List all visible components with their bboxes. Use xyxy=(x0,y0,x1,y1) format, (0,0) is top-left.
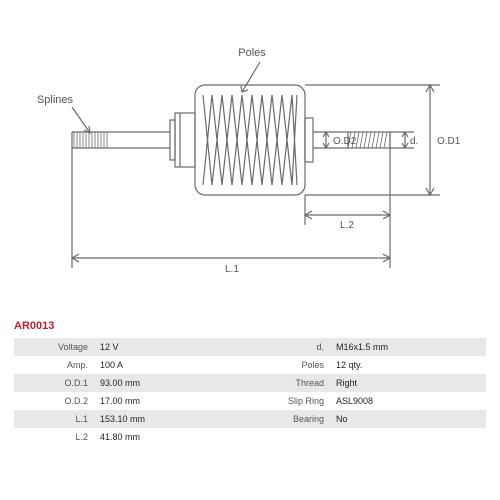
spec-row: L.241.80 mm xyxy=(14,428,486,446)
spec-row: Amp.100 APoles12 qty. xyxy=(14,356,486,374)
spec-label: O.D.2 xyxy=(14,392,94,410)
spec-label: d. xyxy=(250,338,330,356)
spec-label: L.2 xyxy=(14,428,94,446)
label-od2: O.D2 xyxy=(333,136,357,147)
spec-value: 17.00 mm xyxy=(94,392,250,410)
label-l2: L.2 xyxy=(340,220,354,231)
spec-value: 12 V xyxy=(94,338,250,356)
spec-value: Right xyxy=(330,374,486,392)
spec-row: O.D.193.00 mmThreadRight xyxy=(14,374,486,392)
spec-row: O.D.217.00 mmSlip RingASL9008 xyxy=(14,392,486,410)
spec-row: L.1153.10 mmBearingNo xyxy=(14,410,486,428)
spec-label: L.1 xyxy=(14,410,94,428)
label-splines: Splines xyxy=(37,94,74,106)
spec-value: 41.80 mm xyxy=(94,428,250,446)
spec-label: Slip Ring xyxy=(250,392,330,410)
spec-value: 12 qty. xyxy=(330,356,486,374)
spec-label: Thread xyxy=(250,374,330,392)
spec-value: 93.00 mm xyxy=(94,374,250,392)
label-d: d. xyxy=(410,136,418,147)
label-od1: O.D1 xyxy=(437,136,461,147)
label-poles: Poles xyxy=(238,47,266,59)
spec-label: Bearing xyxy=(250,410,330,428)
spec-value: 153.10 mm xyxy=(94,410,250,428)
spec-label: Voltage xyxy=(14,338,94,356)
spec-value xyxy=(330,428,486,446)
spec-label xyxy=(250,428,330,446)
spec-table: Voltage12 Vd.M16x1.5 mmAmp.100 APoles12 … xyxy=(14,338,486,446)
spec-label: Amp. xyxy=(14,356,94,374)
part-number: AR0013 xyxy=(14,320,54,332)
spec-value: M16x1.5 mm xyxy=(330,338,486,356)
spec-label: O.D.1 xyxy=(14,374,94,392)
rotor-diagram: Poles Splines O.D2 O.D1 d. L.2 L.1 xyxy=(0,0,500,310)
spec-value: No xyxy=(330,410,486,428)
spec-label: Poles xyxy=(250,356,330,374)
spec-value: 100 A xyxy=(94,356,250,374)
spec-value: ASL9008 xyxy=(330,392,486,410)
spec-row: Voltage12 Vd.M16x1.5 mm xyxy=(14,338,486,356)
rotor-svg: Poles Splines O.D2 O.D1 d. L.2 L.1 xyxy=(0,0,500,310)
label-l1: L.1 xyxy=(225,264,239,275)
